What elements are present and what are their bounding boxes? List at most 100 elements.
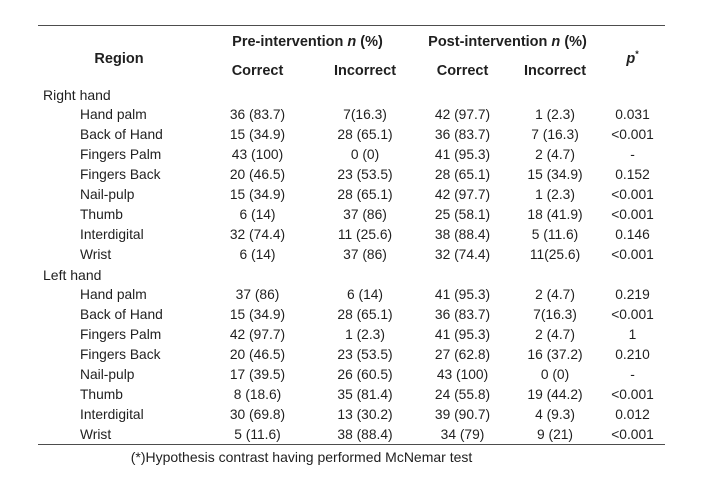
table-row: Hand palm 37 (86) 6 (14) 41 (95.3) 2 (4.7) 0.… [38,285,665,305]
post-correct-value: 27 (62.8) [434,347,491,362]
column-header-pre-incorrect: Incorrect [333,63,397,79]
table-row: Thumb 8 (18.6) 35 (81.4) 24 (55.8) 19 (44.2)… [38,385,665,405]
pre-correct-value: 15 (34.9) [229,307,286,322]
p-value: - [630,367,635,382]
pre-correct-value: 37 (86) [235,287,280,302]
post-correct-value: 25 (58.1) [434,207,491,222]
region-name: Wrist [80,247,112,262]
table-row: Back of Hand 15 (34.9) 28 (65.1) 36 (83.7) 7… [38,305,665,325]
pre-incorrect-value: 26 (60.5) [337,367,393,382]
pre-correct-value: 8 (18.6) [233,387,282,402]
section-label: Left hand [43,266,102,283]
table-header: Region Pre-intervention n (%) Post-inter… [38,26,665,85]
pre-correct-value: 15 (34.9) [229,127,286,142]
post-correct-value: 42 (97.7) [434,107,491,122]
post-correct-value: 41 (95.3) [434,147,491,162]
table-footnote: (*)Hypothesis contrast having performed … [130,449,473,465]
p-value: 0.152 [615,167,650,182]
p-asterisk: * [635,49,639,60]
post-correct-value: 28 (65.1) [434,167,491,182]
post-incorrect-value: 2 (4.7) [535,327,575,342]
table-row: Interdigital 30 (69.8) 13 (30.2) 39 (90.7) 4… [38,405,665,425]
region-name: Thumb [80,387,123,402]
region-name: Fingers Palm [80,327,162,342]
post-incorrect-value: 2 (4.7) [535,287,575,302]
region-name: Wrist [80,426,112,442]
pre-incorrect-value: 23 (53.5) [337,167,393,182]
post-correct-value: 38 (88.4) [434,227,491,242]
pre-correct-value: 43 (100) [231,147,284,162]
pre-incorrect-value: 7(16.3) [343,107,387,122]
region-name: Interdigital [80,407,144,422]
post-correct-value: 34 (79) [440,426,485,442]
pre-intervention-label: Pre-intervention [232,33,344,50]
table-row: Back of Hand 15 (34.9) 28 (65.1) 36 (83.7) 7… [38,125,665,145]
pre-correct-value: 32 (74.4) [229,227,286,242]
p-value: 0.210 [615,347,650,362]
pre-correct-value: 15 (34.9) [229,187,286,202]
pre-incorrect-value: 28 (65.1) [337,127,393,142]
pre-incorrect-value: 1 (2.3) [345,327,385,342]
region-name: Nail-pulp [80,187,135,202]
post-correct-value: 32 (74.4) [434,247,491,262]
p-value: <0.001 [611,187,654,202]
p-value: <0.001 [611,207,654,222]
pre-incorrect-value: 38 (88.4) [337,426,393,442]
column-header-post-correct: Correct [436,63,489,79]
pre-incorrect-value: 6 (14) [346,287,384,302]
region-name: Back of Hand [80,127,163,142]
p-value: 0.219 [615,287,650,302]
post-incorrect-value: 11(25.6) [529,247,581,262]
table-row: Fingers Palm 43 (100) 0 (0) 41 (95.3) 2 (4.7… [38,145,665,165]
pre-incorrect-value: 0 (0) [350,147,380,162]
header-row-subcolumns: Correct Incorrect Correct Incorrect [38,58,665,85]
pre-correct-value: 6 (14) [239,207,276,222]
pre-correct-value: 42 (97.7) [229,327,286,342]
pre-correct-value: 36 (83.7) [229,107,286,122]
pre-incorrect-value: 35 (81.4) [337,387,393,402]
post-correct-value: 36 (83.7) [434,307,491,322]
post-incorrect-value: 18 (41.9) [527,207,583,222]
p-value: 0.031 [615,107,650,122]
pre-correct-value: 20 (46.5) [229,167,286,182]
table-row: Wrist 6 (14) 37 (86) 32 (74.4) 11(25.6) <0.00… [38,245,665,265]
region-name: Interdigital [80,227,144,242]
post-incorrect-value: 1 (2.3) [535,107,575,122]
table-row: Fingers Back 20 (46.5) 23 (53.5) 28 (65.1) 1… [38,165,665,185]
table-row: Hand palm 36 (83.7) 7(16.3) 42 (97.7) 1 (2.3… [38,105,665,125]
pre-incorrect-value: 37 (86) [343,207,387,222]
region-name: Back of Hand [80,307,163,322]
post-correct-value: 39 (90.7) [434,407,491,422]
post-incorrect-value: 16 (37.2) [527,347,583,362]
region-name: Thumb [80,207,123,222]
section-label: Right hand [43,86,111,103]
header-row-groups: Region Pre-intervention n (%) Post-inter… [38,26,665,68]
table-row: Thumb 6 (14) 37 (86) 25 (58.1) 18 (41.9) <0.0… [38,205,665,225]
column-header-pre-intervention: Pre-intervention n (%) [200,26,415,58]
table-body: Right hand Hand palm 36 (83.7) 7(16.3) 42 (9… [38,85,665,445]
p-value: <0.001 [611,247,654,262]
p-value: 1 [628,327,637,342]
p-value: <0.001 [611,127,654,142]
column-header-post-incorrect: Incorrect [523,63,587,79]
post-incorrect-value: 5 (11.6) [531,227,579,242]
post-incorrect-value: 0 (0) [540,367,570,382]
pre-correct-value: 20 (46.5) [229,347,286,362]
p-symbol: p [626,51,636,68]
p-value: <0.001 [611,426,654,442]
pre-n-symbol: n [347,33,357,50]
pre-correct-value: 30 (69.8) [229,407,286,422]
post-percent-label: (%) [564,33,587,50]
table-row: Nail-pulp 17 (39.5) 26 (60.5) 43 (100) 0 (0)… [38,365,665,385]
column-header-p-value: p* [600,26,665,85]
post-incorrect-value: 4 (9.3) [535,407,575,422]
p-value: - [630,147,635,162]
post-incorrect-value: 7(16.3) [533,307,577,322]
region-name: Fingers Back [80,347,161,362]
table-row: Interdigital 32 (74.4) 11 (25.6) 38 (88.4) 5… [38,225,665,245]
region-name: Hand palm [80,107,147,122]
pre-incorrect-value: 11 (25.6) [337,227,393,242]
post-correct-value: 41 (95.3) [434,327,491,342]
mcnemar-results-table: Region Pre-intervention n (%) Post-inter… [38,25,666,445]
